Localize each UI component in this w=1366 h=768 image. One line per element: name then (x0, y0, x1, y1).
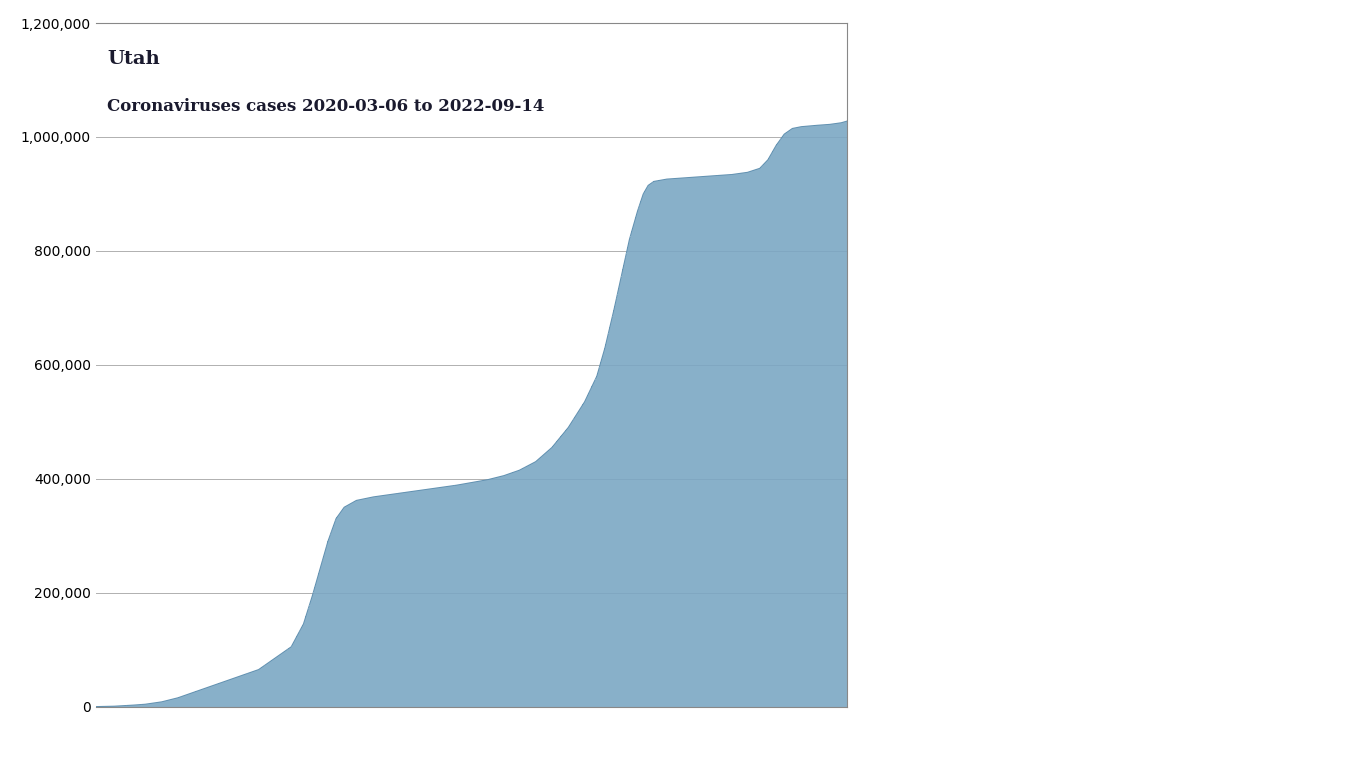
Text: Utah: Utah (107, 51, 160, 68)
Text: Coronaviruses cases 2020-03-06 to 2022-09-14: Coronaviruses cases 2020-03-06 to 2022-0… (107, 98, 544, 115)
